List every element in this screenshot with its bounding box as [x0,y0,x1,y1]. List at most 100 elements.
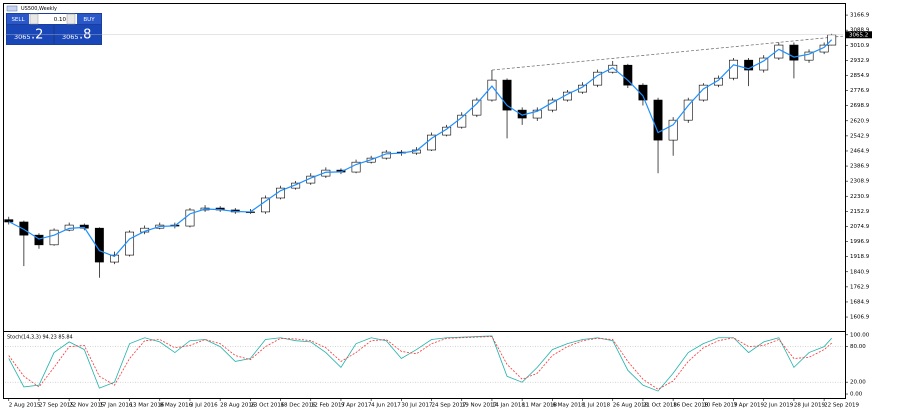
y-tick-label: 3088.9 [850,28,870,34]
x-tick-label: 23 Oct 2016 [250,403,285,409]
sell-button[interactable] [7,14,29,24]
candle-body [653,99,663,141]
candle-body [532,109,542,119]
candle-body [608,64,618,73]
candle-body [472,99,482,116]
buy-price-box[interactable] [55,25,101,44]
y-tick-label: 2698.9 [850,103,870,109]
x-tick-label: 22 Nov 2015 [69,403,105,409]
y-tick-label: 2542.9 [850,133,870,139]
buy-price-pips[interactable]: .8 [79,28,91,43]
candle-body [185,209,195,227]
x-tick-label: 28 Jul 2019 [794,403,826,409]
candle-body [698,84,708,101]
indicator-label: Stoch(14,3,3) 94.23 85.84 [7,335,73,341]
candle-body [804,51,814,61]
x-tick-label: 21 Oct 2018 [643,403,678,409]
candle-body [623,64,633,86]
candle-body [110,254,119,263]
candle-body [291,182,301,189]
y-tick-label: 2230.9 [850,194,870,200]
x-tick-label: 6 May 2018 [552,403,585,409]
sell-price-pips[interactable]: .2 [31,28,43,43]
candle-body [19,221,29,236]
x-tick-label: 1 Jul 2018 [583,403,611,409]
stoch-line [8,336,832,390]
sell-label[interactable]: SELL [11,17,25,23]
y-tick-label: 1996.9 [850,239,870,245]
y-tick-label: 2074.9 [850,224,870,230]
ind-y-tick-label: 100.00 [850,332,870,338]
x-tick-label: 3 Jul 2016 [190,403,218,409]
y-tick-label: 3166.9 [850,13,870,19]
candle-body [321,169,331,177]
y-tick-label: 1606.9 [850,315,870,321]
x-tick-label: 17 Jan 2016 [99,403,132,409]
y-tick-label: 2386.9 [850,164,870,170]
candle-body [744,59,754,71]
moving-average [8,39,833,258]
candle-body [427,134,437,151]
candle-body [789,44,799,61]
x-tick-label: 8 May 2016 [160,403,193,409]
candle-body [638,84,648,101]
candle-body [125,231,135,256]
x-tick-label: 11 Mar 2018 [522,403,557,409]
candle-body [502,79,512,111]
x-tick-label: 30 Jul 2017 [401,403,433,409]
ind-y-tick-label: 20.00 [850,380,866,386]
x-tick-label: 2 Jun 2019 [764,403,794,409]
x-tick-label: 28 Aug 2016 [220,403,256,409]
lot-value[interactable]: 0.10 [54,17,67,23]
symbol-icon [6,5,18,12]
y-tick-label: 2854.9 [850,73,870,79]
lot-down[interactable] [29,13,39,25]
bid-label: 3065.2 [849,32,868,38]
y-tick-label: 1918.9 [850,254,870,260]
y-tick-label: 2152.9 [850,209,870,215]
x-tick-label: 4 Jun 2017 [371,403,401,409]
ind-y-tick-label: 0.00 [850,392,863,398]
sell-price-box[interactable] [7,25,53,44]
candle-body [261,197,270,213]
x-tick-label: 14 Jan 2018 [492,403,525,409]
x-tick-label: 24 Sep 2017 [432,403,467,409]
candle-body [759,57,769,71]
buy-price-main[interactable]: 3065 [62,33,79,41]
candle-body [34,234,44,246]
y-tick-label: 2620.9 [850,118,870,124]
y-tick-label: 2308.9 [850,179,870,185]
buy-label[interactable]: BUY [83,17,95,23]
trade-panel: SELL 0.10 BUY 3065 .2 3065 .8 [6,13,102,45]
x-tick-label: 16 Dec 2018 [673,403,709,409]
ind-y-tick-label: 80.00 [850,344,866,350]
x-tick-label: 7 Apr 2019 [734,403,765,409]
candle-body [713,77,723,86]
x-tick-label: 19 Nov 2017 [462,403,498,409]
y-tick-label: 2464.9 [850,148,870,154]
stoch-line [8,335,832,392]
plot-frame [3,3,846,399]
symbol-title: US500,Weekly [21,6,57,12]
x-tick-label: 2 Aug 2015 [9,403,41,409]
x-tick-label: 26 Aug 2018 [613,403,649,409]
x-tick-label: 22 Sep 2019 [824,403,859,409]
y-tick-label: 2776.9 [850,88,870,94]
x-tick-label: 12 Feb 2017 [311,403,346,409]
lot-up[interactable] [66,13,76,25]
y-tick-label: 1762.9 [850,284,870,290]
x-tick-label: 18 Dec 2016 [281,403,317,409]
x-tick-label: 10 Feb 2019 [703,403,738,409]
candle-body [819,44,829,53]
buy-button[interactable] [77,14,101,24]
x-tick-label: 9 Apr 2017 [341,403,372,409]
y-tick-label: 2932.9 [850,58,870,64]
bid-box [846,31,872,39]
sell-price-main[interactable]: 3065 [14,33,31,41]
x-tick-label: 27 Sep 2015 [39,403,74,409]
x-tick-label: 13 Mar 2016 [130,403,165,409]
candle-body [729,59,738,79]
candle-body [668,119,678,141]
